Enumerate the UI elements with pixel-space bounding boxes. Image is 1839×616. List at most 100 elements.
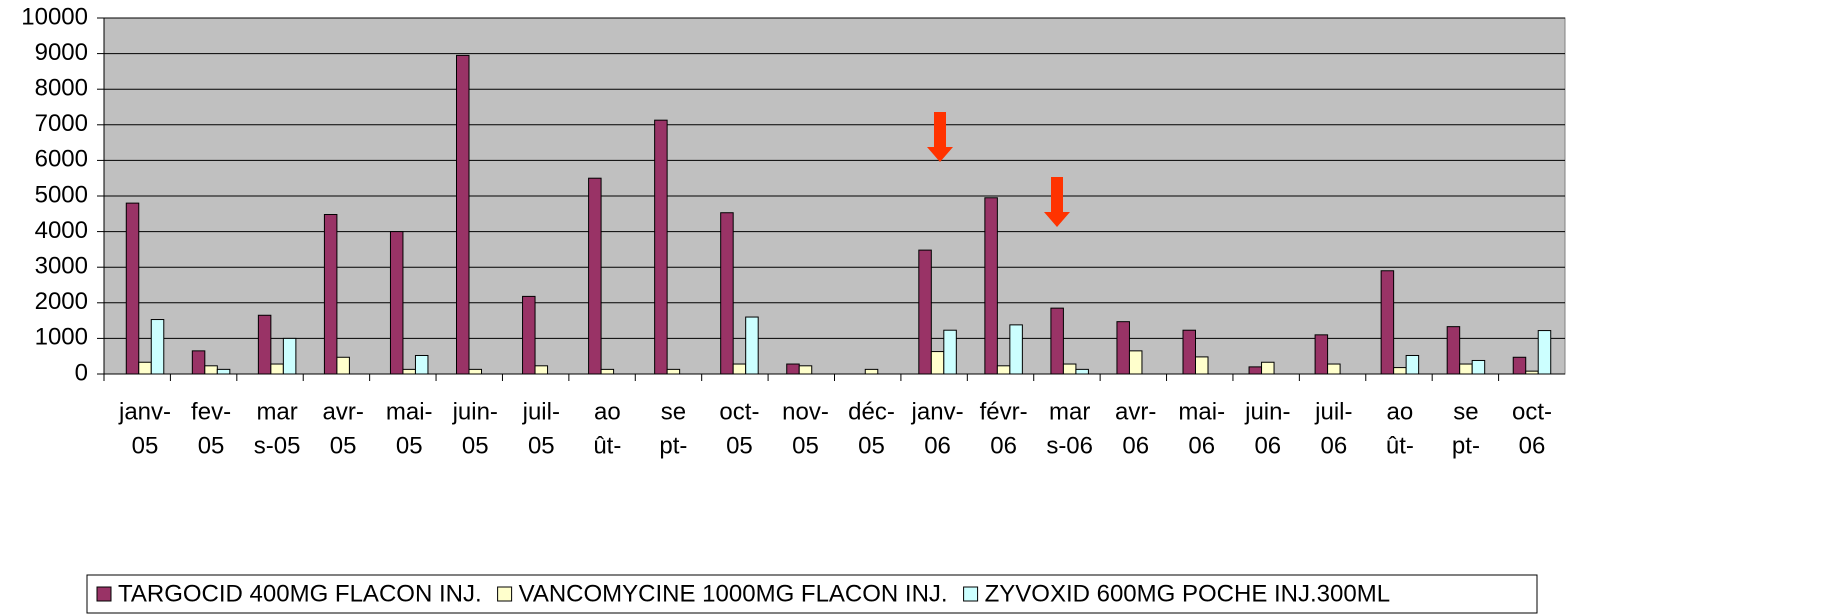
bar	[402, 368, 416, 375]
bar	[1116, 321, 1130, 375]
x-tick-label: avr-	[1115, 398, 1156, 425]
bar	[1327, 363, 1341, 375]
x-tick-label: 05	[198, 432, 225, 459]
bar	[600, 368, 615, 375]
bar	[389, 231, 404, 375]
annotation-arrow	[927, 112, 953, 162]
x-tick-label: s-06	[1046, 432, 1093, 459]
x-tick-label: avr-	[322, 398, 363, 425]
x-tick-label: oct-	[719, 398, 759, 425]
bar	[138, 361, 152, 375]
bar	[1128, 350, 1143, 375]
x-tick-label: mai-	[1178, 398, 1225, 425]
x-tick-label: ao	[594, 398, 621, 425]
x-tick-label: 06	[1519, 432, 1546, 459]
bar	[1537, 330, 1552, 375]
legend-swatch	[96, 586, 112, 602]
x-tick-label: 05	[726, 432, 753, 459]
x-tick-label: 06	[1188, 432, 1215, 459]
x-tick-label: 05	[792, 432, 819, 459]
x-tick-label: 06	[1320, 432, 1347, 459]
bar	[984, 197, 998, 375]
bar	[257, 314, 272, 375]
bar	[930, 351, 945, 375]
bar	[666, 368, 681, 375]
bar	[191, 350, 206, 375]
bar	[1261, 361, 1275, 375]
x-tick-label: oct-	[1512, 398, 1552, 425]
x-tick-label: 06	[1254, 432, 1281, 459]
x-tick-label: juin-	[452, 398, 498, 425]
bar	[654, 119, 668, 375]
x-tick-label: se	[1453, 398, 1478, 425]
x-tick-label: févr-	[980, 398, 1028, 425]
bar	[1380, 270, 1395, 375]
bar	[522, 295, 536, 375]
bar	[125, 202, 140, 375]
bar	[943, 329, 957, 375]
bar	[336, 356, 350, 375]
x-tick-label: mar	[1049, 398, 1090, 425]
bar	[732, 363, 747, 375]
bar	[1195, 356, 1209, 375]
x-tick-label: mai-	[386, 398, 433, 425]
bar	[456, 54, 470, 375]
x-tick-label: 05	[858, 432, 885, 459]
legend-swatch	[497, 586, 513, 602]
bar	[1512, 356, 1527, 375]
bar	[918, 249, 932, 375]
bar	[1050, 307, 1064, 375]
y-tick-label: 7000	[35, 110, 88, 137]
bar	[1314, 334, 1329, 375]
x-tick-label: janv-	[911, 398, 964, 425]
x-tick-label: 05	[462, 432, 489, 459]
x-tick-label: ao	[1387, 398, 1414, 425]
legend-label: VANCOMYCINE 1000MG FLACON INJ.	[519, 580, 948, 607]
bar	[1075, 368, 1089, 375]
bar	[282, 337, 297, 375]
y-tick-label: 10000	[21, 3, 88, 30]
x-tick-label: juil-	[522, 398, 560, 425]
bar	[720, 212, 734, 375]
annotation-arrow	[1044, 177, 1070, 227]
bar	[1471, 359, 1486, 375]
bar	[414, 354, 429, 375]
x-tick-label: nov-	[782, 398, 829, 425]
x-tick-label: fev-	[191, 398, 231, 425]
y-tick-label: 0	[75, 359, 88, 386]
bar	[323, 214, 338, 375]
x-tick-label: s-05	[254, 432, 301, 459]
y-tick-label: 3000	[35, 253, 88, 280]
x-tick-label: 05	[396, 432, 423, 459]
legend	[86, 574, 1538, 614]
bar	[745, 316, 759, 375]
y-tick-label: 5000	[35, 181, 88, 208]
y-tick-label: 1000	[35, 324, 88, 351]
x-tick-label: 05	[132, 432, 159, 459]
bar	[798, 365, 813, 375]
bar	[588, 177, 602, 375]
legend-swatch	[963, 586, 979, 602]
bar	[1459, 363, 1473, 375]
y-tick-label: 9000	[35, 39, 88, 66]
bar	[864, 368, 879, 375]
x-tick-label: 06	[990, 432, 1017, 459]
bar	[150, 319, 165, 375]
bar	[1062, 363, 1077, 375]
x-tick-label: ût-	[1386, 432, 1414, 459]
bar	[1009, 324, 1023, 375]
x-tick-label: 05	[330, 432, 357, 459]
bar	[1405, 354, 1420, 375]
bar	[786, 363, 800, 375]
x-tick-label: 05	[528, 432, 555, 459]
bar	[216, 368, 231, 375]
x-tick-label: déc-	[848, 398, 895, 425]
x-tick-label: 06	[1122, 432, 1149, 459]
x-tick-label: ût-	[593, 432, 621, 459]
x-tick-label: janv-	[118, 398, 171, 425]
legend-label: TARGOCID 400MG FLACON INJ.	[118, 580, 482, 607]
y-tick-label: 4000	[35, 217, 88, 244]
y-tick-label: 2000	[35, 288, 88, 315]
bar	[1446, 326, 1461, 375]
